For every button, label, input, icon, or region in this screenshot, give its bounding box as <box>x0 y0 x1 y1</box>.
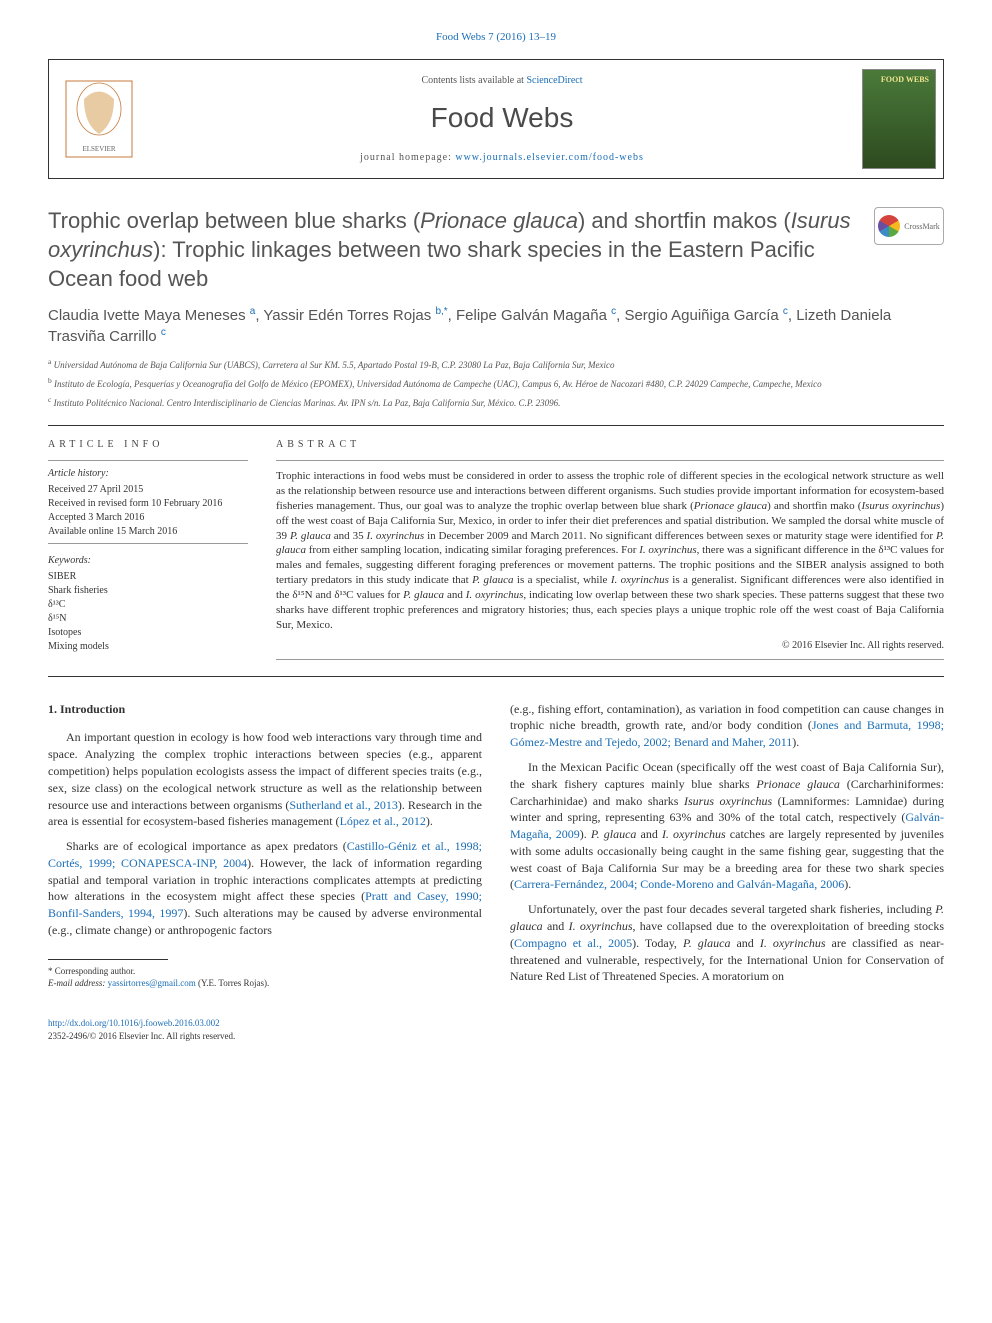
corresponding-footnote: * Corresponding author. E-mail address: … <box>48 966 482 989</box>
body-col-left: 1. Introduction An important question in… <box>48 701 482 994</box>
footnote-divider <box>48 959 168 960</box>
journal-header: ELSEVIER Contents lists available at Sci… <box>48 59 944 179</box>
citation[interactable]: Carrera-Fernández, 2004; Conde-Moreno an… <box>514 877 844 891</box>
journal-cover-thumb: FOOD WEBS <box>855 60 943 178</box>
keyword: δ¹³C <box>48 598 248 612</box>
citation[interactable]: Compagno et al., 2005 <box>514 936 632 950</box>
citation[interactable]: Sutherland et al., 2013 <box>289 798 397 812</box>
history-line: Received 27 April 2015 <box>48 483 248 497</box>
history-line: Accepted 3 March 2016 <box>48 511 248 525</box>
email-link[interactable]: yassirtorres@gmail.com <box>108 978 196 988</box>
divider <box>48 676 944 677</box>
abstract-text: Trophic interactions in food webs must b… <box>276 469 944 632</box>
divider <box>48 425 944 426</box>
intro-para-1: An important question in ecology is how … <box>48 729 482 830</box>
journal-name: Food Webs <box>431 98 574 137</box>
homepage-link[interactable]: www.journals.elsevier.com/food-webs <box>455 152 643 163</box>
history-label: Article history: <box>48 467 248 481</box>
affiliation: c Instituto Politécnico Nacional. Centro… <box>48 395 944 410</box>
keyword: Shark fisheries <box>48 584 248 598</box>
citation[interactable]: López et al., 2012 <box>340 814 426 828</box>
history-line: Available online 15 March 2016 <box>48 525 248 539</box>
intro-heading: 1. Introduction <box>48 701 482 718</box>
bottom-info: http://dx.doi.org/10.1016/j.fooweb.2016.… <box>48 1017 944 1042</box>
doi-link[interactable]: http://dx.doi.org/10.1016/j.fooweb.2016.… <box>48 1017 944 1030</box>
intro-para-5: Unfortunately, over the past four decade… <box>510 901 944 985</box>
abstract-heading: ABSTRACT <box>276 438 944 452</box>
info-heading: ARTICLE INFO <box>48 438 248 452</box>
issn-copyright: 2352-2496/© 2016 Elsevier Inc. All right… <box>48 1030 944 1043</box>
svg-text:ELSEVIER: ELSEVIER <box>82 145 115 153</box>
keyword: δ¹⁵N <box>48 612 248 626</box>
crossmark-badge[interactable]: CrossMark <box>874 207 944 245</box>
journal-homepage: journal homepage: www.journals.elsevier.… <box>360 151 644 165</box>
body-col-right: (e.g., fishing effort, contamination), a… <box>510 701 944 994</box>
elsevier-logo: ELSEVIER <box>49 60 149 178</box>
abstract: ABSTRACT Trophic interactions in food we… <box>276 438 944 659</box>
intro-para-3: (e.g., fishing effort, contamination), a… <box>510 701 944 751</box>
history-line: Received in revised form 10 February 201… <box>48 497 248 511</box>
intro-para-4: In the Mexican Pacific Ocean (specifical… <box>510 759 944 893</box>
article-title: Trophic overlap between blue sharks (Pri… <box>48 207 858 293</box>
journal-citation: Food Webs 7 (2016) 13–19 <box>48 30 944 45</box>
keyword: Isotopes <box>48 626 248 640</box>
sciencedirect-link[interactable]: ScienceDirect <box>526 75 582 86</box>
abstract-copyright: © 2016 Elsevier Inc. All rights reserved… <box>276 639 944 653</box>
article-info: ARTICLE INFO Article history: Received 2… <box>48 438 248 659</box>
affiliation: b Instituto de Ecología, Pesquerías y Oc… <box>48 376 944 391</box>
keywords-label: Keywords: <box>48 554 248 568</box>
intro-para-2: Sharks are of ecological importance as a… <box>48 838 482 939</box>
keyword: Mixing models <box>48 640 248 654</box>
authors: Claudia Ivette Maya Meneses a, Yassir Ed… <box>48 305 944 347</box>
keyword: SIBER <box>48 570 248 584</box>
affiliation: a Universidad Autónoma de Baja Californi… <box>48 357 944 372</box>
contents-line: Contents lists available at ScienceDirec… <box>421 74 582 88</box>
